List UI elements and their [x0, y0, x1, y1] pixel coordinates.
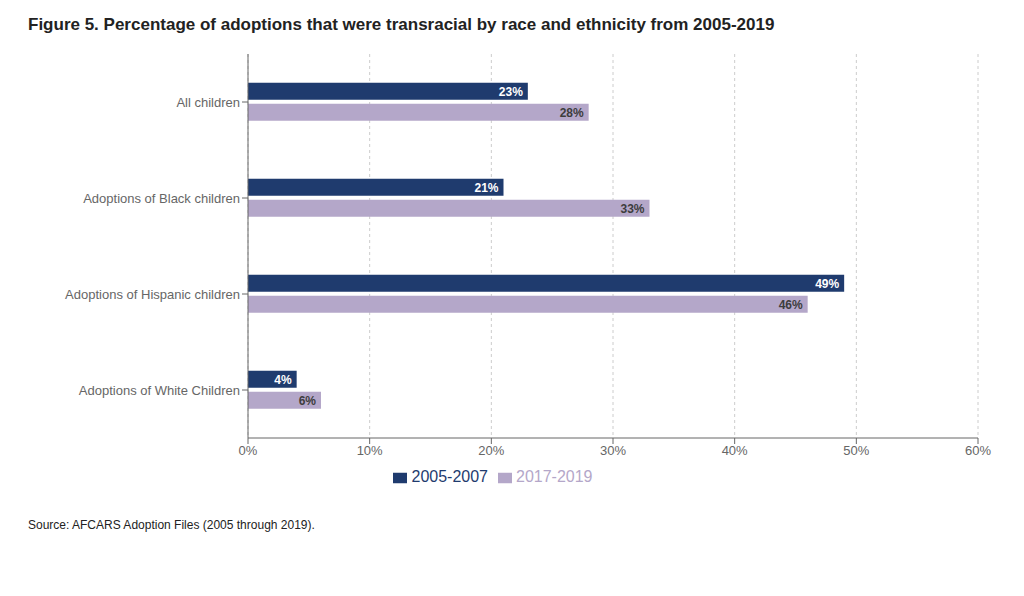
- svg-text:Adoptions of Hispanic children: Adoptions of Hispanic children: [65, 287, 240, 302]
- svg-text:21%: 21%: [474, 181, 498, 195]
- svg-text:28%: 28%: [560, 106, 584, 120]
- svg-text:23%: 23%: [499, 85, 523, 99]
- svg-text:0%: 0%: [239, 443, 258, 458]
- svg-text:4%: 4%: [274, 373, 292, 387]
- svg-text:6%: 6%: [299, 394, 317, 408]
- html-text:2017-2019: 2017-2019: [516, 468, 593, 486]
- svg-text:40%: 40%: [722, 443, 748, 458]
- svg-text:30%: 30%: [600, 443, 626, 458]
- svg-text:20%: 20%: [478, 443, 504, 458]
- svg-text:46%: 46%: [779, 298, 803, 312]
- html-text:Source: AFCARS Adoption Files: Source: AFCARS Adoption Files (2005 thro…: [28, 518, 315, 533]
- svg-text:60%: 60%: [965, 443, 991, 458]
- svg-text:49%: 49%: [815, 277, 839, 291]
- svg-text:All children: All children: [176, 95, 240, 110]
- svg-text:10%: 10%: [357, 443, 383, 458]
- svg-text:Adoptions of White Children: Adoptions of White Children: [79, 383, 240, 398]
- html-text:Figure 5. Percentage of adopti: Figure 5. Percentage of adoptions that w…: [28, 15, 775, 34]
- html-text:2005-2007: 2005-2007: [411, 468, 488, 486]
- svg-text:33%: 33%: [620, 202, 644, 216]
- svg-text:Adoptions of Black children: Adoptions of Black children: [83, 191, 240, 206]
- svg-text:50%: 50%: [843, 443, 869, 458]
